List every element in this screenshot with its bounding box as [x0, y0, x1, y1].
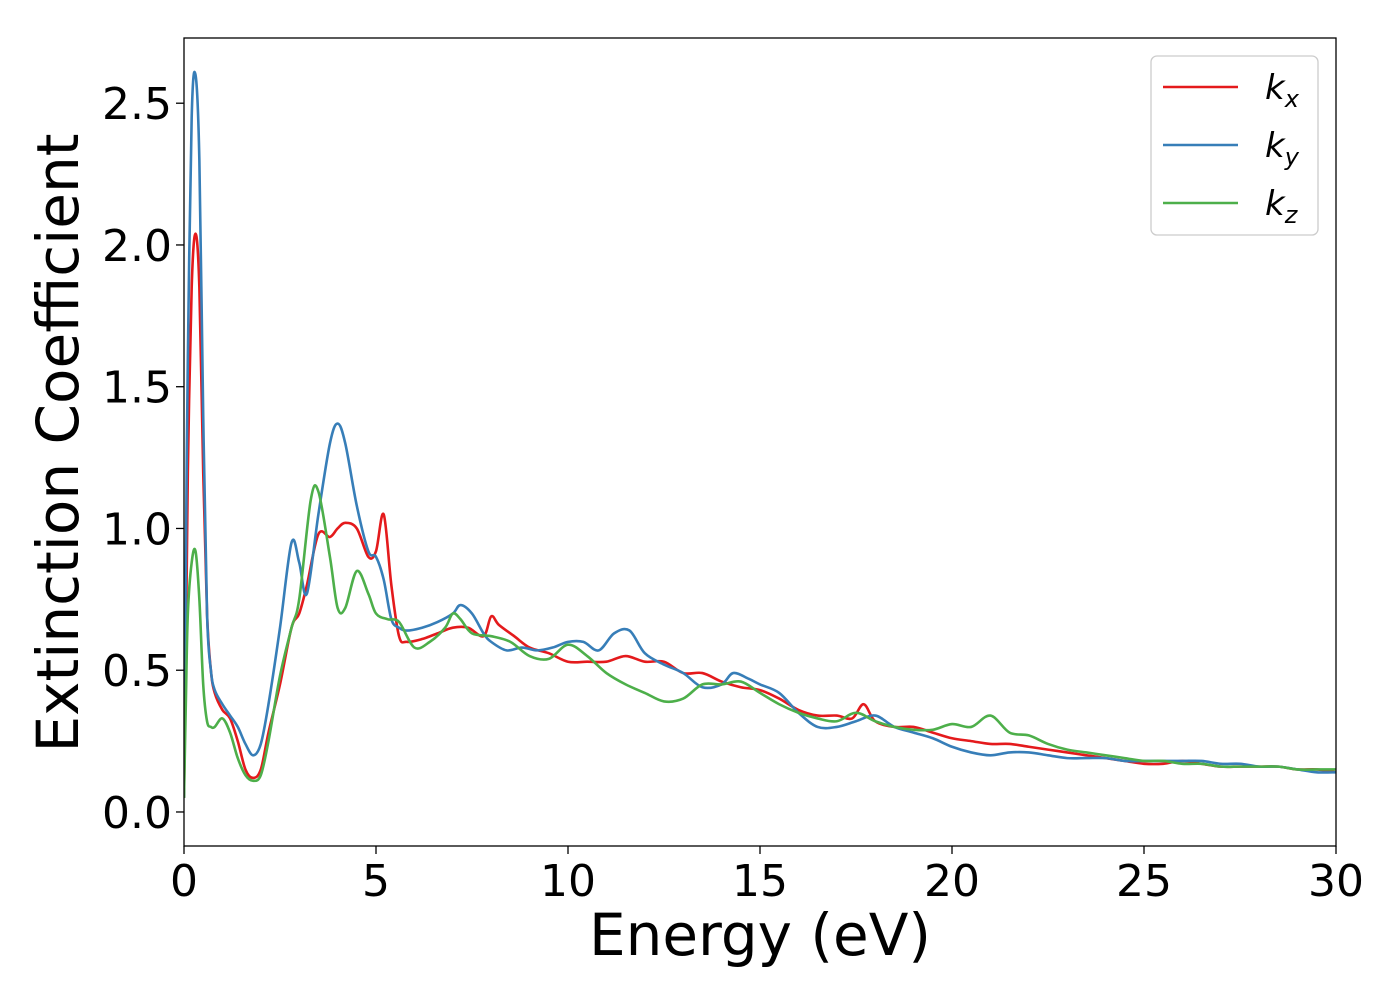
x-tick-label: 30 [1308, 856, 1364, 907]
plot-area [184, 70, 1336, 798]
x-tick-label: 20 [924, 856, 980, 907]
y-tick-label: 1.5 [102, 363, 172, 414]
y-axis-label: Extinction Coefficient [24, 134, 92, 753]
legend-label-z: kz [1265, 184, 1299, 229]
series-line-y [184, 70, 1336, 798]
legend-label-sub: z [1284, 201, 1299, 229]
series-line-x [184, 232, 1336, 798]
legend-label-sub: y [1284, 143, 1300, 171]
x-tick-label: 10 [540, 856, 596, 907]
x-tick-label: 15 [732, 856, 788, 907]
series-line-z [184, 484, 1336, 798]
y-tick-label: 0.0 [102, 788, 172, 839]
legend-label-main: k [1265, 184, 1286, 224]
legend-label-x: kx [1265, 68, 1300, 113]
x-tick-label: 5 [362, 856, 390, 907]
x-axis-label: Energy (eV) [589, 901, 931, 969]
plot-frame [183, 37, 1337, 847]
y-tick-label: 1.0 [102, 504, 172, 555]
legend-label-main: k [1265, 68, 1286, 108]
x-tick-label: 25 [1116, 856, 1172, 907]
y-tick-label: 2.5 [102, 79, 172, 130]
y-axis: 0.0 0.5 1.0 1.5 2.0 2.5 [102, 79, 184, 839]
x-axis: 0 5 10 15 20 25 30 [170, 846, 1364, 907]
legend-label-sub: x [1284, 85, 1300, 113]
legend-label-main: k [1265, 126, 1286, 166]
y-tick-label: 0.5 [102, 646, 172, 697]
legend-label-y: ky [1265, 126, 1300, 171]
x-tick-label: 0 [170, 856, 198, 907]
y-tick-label: 2.0 [102, 221, 172, 272]
